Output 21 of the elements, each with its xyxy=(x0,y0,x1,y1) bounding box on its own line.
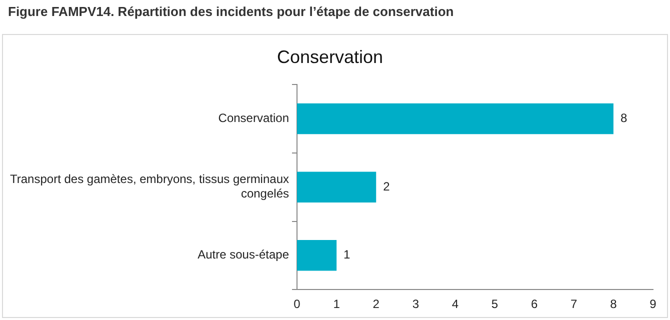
chart-title: Figure FAMPV14. Répartition des incidents pour l’étape de conservation xyxy=(8,4,454,19)
y-tick-label: Transport des gamètes, embryons, tissus germinaux congelés xyxy=(10,172,290,201)
x-tick-label: 3 xyxy=(412,297,420,312)
x-tick-label: 1 xyxy=(333,297,340,312)
x-tick-label: 6 xyxy=(530,297,538,312)
x-tick-label: 9 xyxy=(650,297,657,312)
x-tick-label: 7 xyxy=(570,297,578,312)
x-tick-label: 4 xyxy=(452,297,459,312)
y-tick-label: Autre sous-étape xyxy=(198,248,290,262)
data-label: 2 xyxy=(383,179,390,194)
x-tick-label: 2 xyxy=(372,297,380,312)
y-tick-label: Conservation xyxy=(218,111,290,126)
x-tick-label: 5 xyxy=(491,297,498,312)
chart-subtitle: Conservation xyxy=(276,46,384,67)
bar xyxy=(297,240,337,271)
data-label: 8 xyxy=(620,111,628,126)
data-label: 1 xyxy=(344,248,351,262)
x-tick-label: 0 xyxy=(294,297,301,312)
x-tick-label: 8 xyxy=(610,297,618,312)
bar xyxy=(297,103,614,134)
bar xyxy=(297,172,376,202)
